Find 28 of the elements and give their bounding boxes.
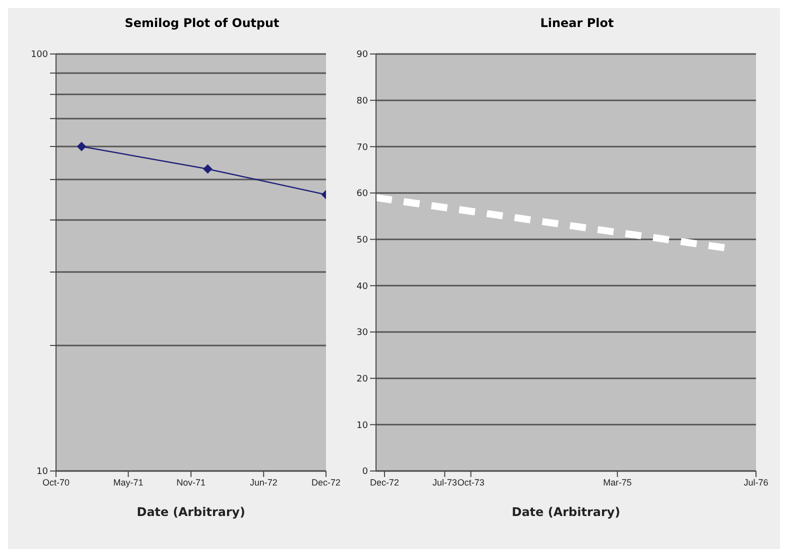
x-tick-label: Oct-70	[42, 477, 70, 488]
y-tick-label: 60	[356, 189, 368, 200]
x-tick-label: Mar-75	[603, 477, 632, 488]
y-tick-label: 50	[356, 236, 368, 246]
x-tick-label: Jul-76	[744, 477, 768, 488]
chart-title: Linear Plot	[539, 16, 615, 32]
x-tick-label: May-71	[113, 477, 144, 488]
y-tick-label: 80	[356, 96, 368, 107]
y-tick-label: 100	[30, 50, 48, 60]
y-tick-label: 30	[356, 328, 368, 338]
x-tick-label: Jun-72	[250, 477, 278, 488]
y-tick-label: 10	[36, 467, 48, 478]
x-tick-label: Dec-72	[311, 477, 341, 488]
point	[203, 164, 212, 174]
chart-title: Semilog Plot of Output	[124, 16, 280, 32]
y-tick-label: 70	[356, 142, 368, 153]
x-tick-label: Dec-72	[370, 477, 400, 488]
y-tick-label: 10	[356, 420, 368, 431]
point	[77, 142, 86, 152]
x-tick-label: Oct-73	[457, 477, 484, 488]
x-tick-label: Nov-71	[176, 477, 206, 488]
y-tick-label: 90	[356, 50, 368, 60]
y-tick-label: 0	[362, 467, 368, 478]
x-axis-title: Date (Arbitrary)	[136, 505, 246, 519]
x-axis-title: Date (Arbitrary)	[512, 505, 620, 519]
y-tick-label: 20	[356, 374, 368, 385]
x-tick-label: Jul-73	[432, 477, 457, 488]
y-tick-label: 40	[356, 282, 368, 292]
